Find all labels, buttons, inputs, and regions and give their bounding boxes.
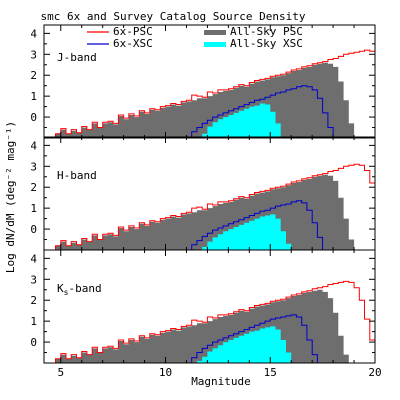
panels: 0 1 2 3 4 J-band 0 1 2 3 4 H-band 0 1 2 3 4 Ks-band 5 10 15 2… [30,24,382,379]
plot-area [55,280,375,363]
series-all-sky-xsc [202,103,286,138]
y-tick-label: 0 [30,111,37,124]
y-tick-label: 2 [30,69,37,82]
legend-label-all-sky-psc: All-Sky PSC [230,25,303,38]
x-tick-label: 15 [264,366,277,379]
series-6x-xsc [186,85,339,138]
series-all-sky-psc [55,174,360,250]
x-tick-label: 5 [57,366,64,379]
y-tick-label: 3 [30,273,37,286]
chart-title: smc 6x and Survey Catalog Source Density [41,10,306,23]
band-label-suffix: -band [68,282,101,295]
band-label: Ks-band [57,282,102,297]
y-axis-label: Log dN/dM (deg⁻² mag⁻¹) [4,121,17,273]
y-tick-label: 1 [30,90,37,103]
y-tick-label: 3 [30,48,37,61]
series-all-sky-psc [55,62,360,138]
plot-area [55,163,375,250]
panel-1: 0 1 2 3 4 J-band [30,24,376,139]
panel-2: 0 1 2 3 4 H-band [30,136,376,251]
series-6x-xsc [186,200,328,250]
plot-area [55,49,375,138]
series-6x-xsc [186,314,323,363]
y-tick-label: 4 [30,139,37,152]
panel-3: 0 1 2 3 4 Ks-band [30,249,376,364]
series-all-sky-xsc [196,214,297,250]
y-tick-label: 2 [30,181,37,194]
panel-frame [43,24,376,139]
band-label-subscript: s [64,288,69,297]
y-tick-label: 0 [30,336,37,349]
series-6x-psc [55,49,375,138]
x-tick-label: 20 [368,366,381,379]
legend-swatch-all-sky-xsc [204,42,226,47]
y-tick-label: 1 [30,202,37,215]
legend-swatch-all-sky-psc [204,30,226,35]
y-tick-label: 2 [30,294,37,307]
series-6x-psc [55,280,375,363]
y-tick-label: 4 [30,27,37,40]
band-label: J-band [57,51,97,64]
x-axis-label: Magnitude [191,375,251,388]
legend-label-6x-xsc: 6x-XSC [113,37,153,50]
panel-frame [43,249,376,364]
band-label: H-band [57,169,97,182]
y-tick-label: 1 [30,315,37,328]
legend: 6x-PSC All-Sky PSC 6x-XSC All-Sky XSC [87,25,303,50]
legend-label-all-sky-xsc: All-Sky XSC [230,37,303,50]
legend-label-6x-psc: 6x-PSC [113,25,153,38]
x-tick-label: 10 [159,366,172,379]
y-tick-label: 4 [30,252,37,265]
series-all-sky-xsc [191,326,297,363]
y-tick-label: 3 [30,160,37,173]
series-6x-psc [55,163,375,250]
y-tick-label: 0 [30,223,37,236]
